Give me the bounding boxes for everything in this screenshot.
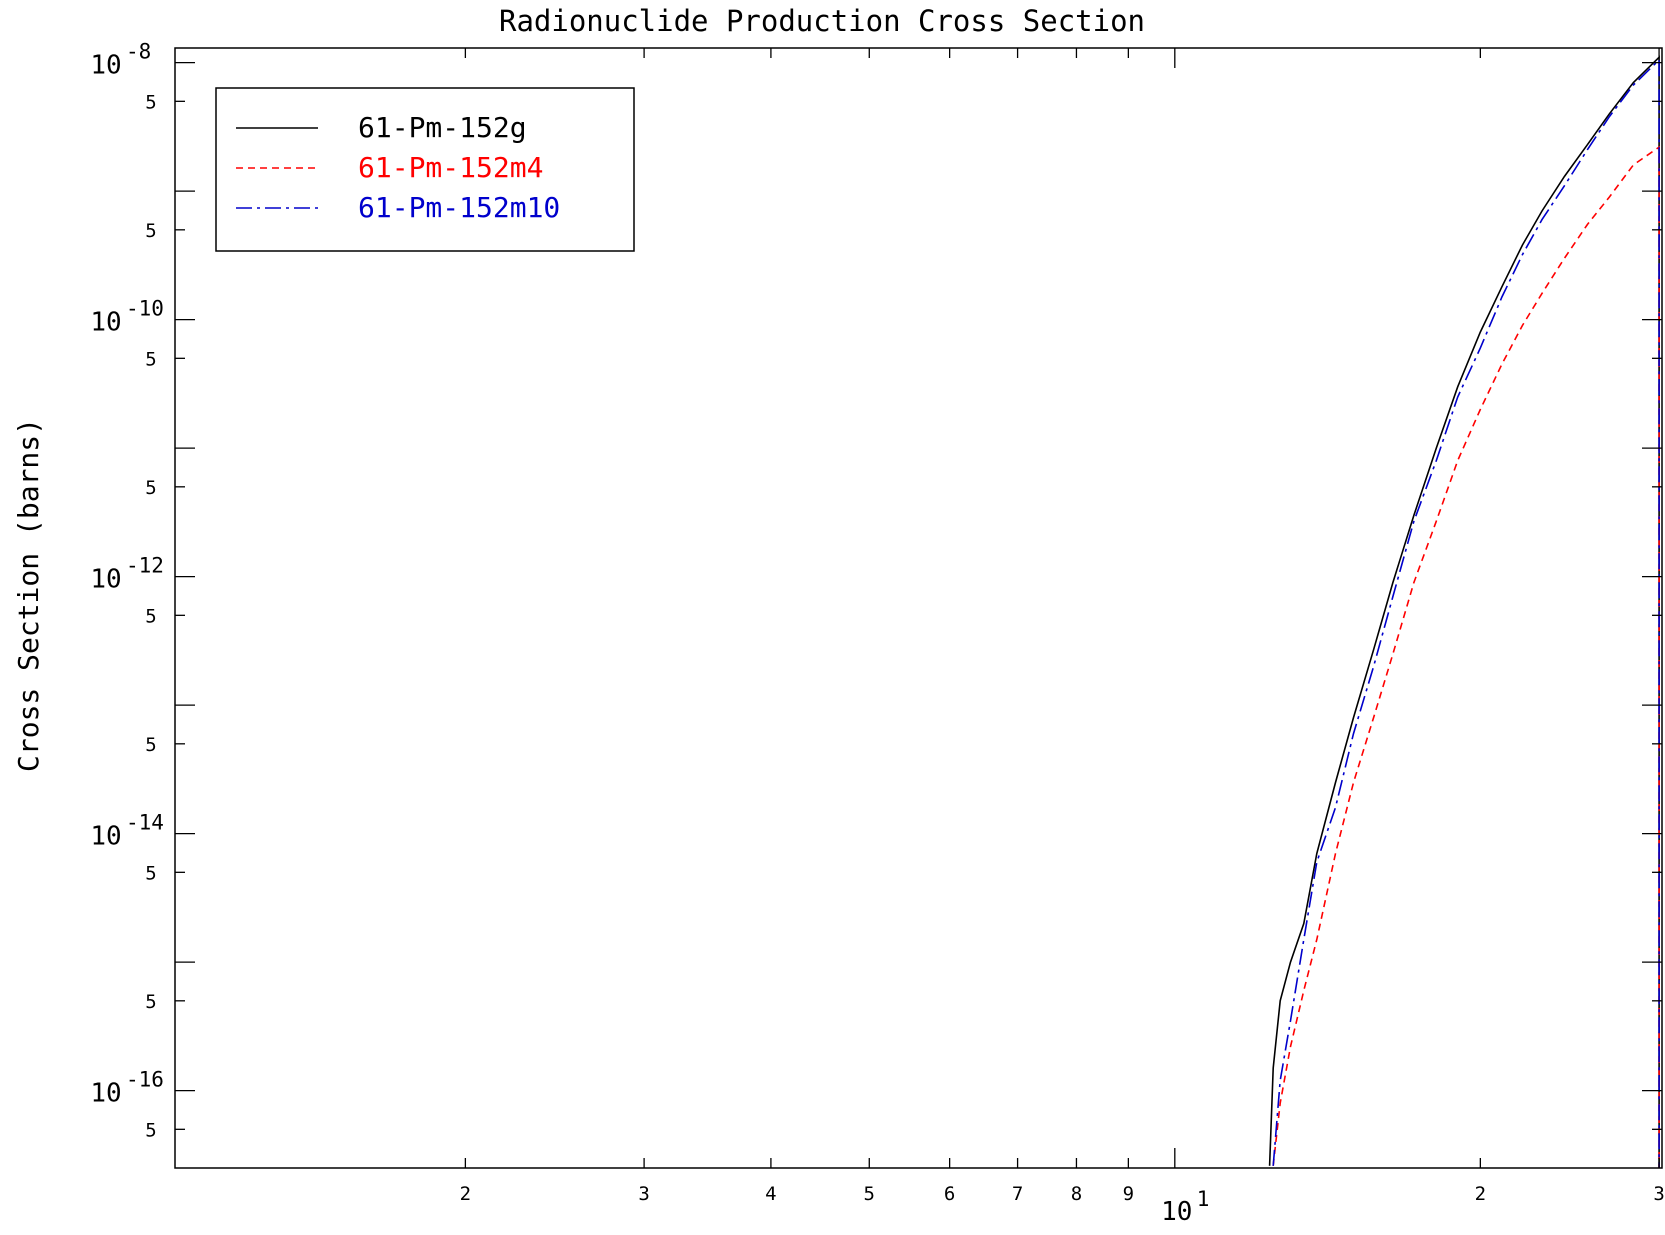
x-tick-label: 4 [765, 1183, 776, 1205]
x-tick-label: 8 [1071, 1183, 1082, 1205]
y-tick-label-minor: 5 [145, 1119, 156, 1141]
x-tick-label: 7 [1012, 1183, 1023, 1205]
chart-title: Radionuclide Production Cross Section [499, 4, 1145, 38]
x-tick-label: 2 [1475, 1183, 1486, 1205]
y-tick-label-minor: 5 [145, 91, 156, 113]
x-tick-label: 2 [460, 1183, 471, 1205]
y-axis-label: Cross Section (barns) [12, 418, 45, 772]
x-tick-label: 5 [864, 1183, 875, 1205]
y-tick-label-base: 10 [90, 308, 121, 338]
y-tick-label-minor: 5 [145, 220, 156, 242]
series-line-0 [1268, 55, 1660, 1168]
y-tick-label-minor: 5 [145, 605, 156, 627]
y-tick-label-minor: 5 [145, 862, 156, 884]
x-tick-label: 3 [1653, 1183, 1664, 1205]
y-tick-label-minor: 5 [145, 348, 156, 370]
legend-box [215, 87, 635, 252]
x-tick-label-base: 10 [1161, 1197, 1192, 1227]
series-layer [1268, 55, 1660, 1168]
series-line-2 [1272, 58, 1660, 1168]
y-tick-label-base: 10 [90, 565, 121, 595]
y-tick-label-minor: 5 [145, 991, 156, 1013]
series-line-1 [1272, 145, 1660, 1168]
y-tick-label-minor: 5 [145, 477, 156, 499]
y-tick-label-base: 10 [90, 1079, 121, 1109]
y-tick-label-minor: 5 [145, 734, 156, 756]
x-tick-label: 6 [944, 1183, 955, 1205]
x-tick-label: 9 [1123, 1183, 1134, 1205]
legend-label-2: 61-Pm-152m10 [358, 191, 560, 224]
y-tick-label-exp: -12 [126, 554, 164, 578]
plot-frame [174, 47, 1663, 1169]
legend-label-0: 61-Pm-152g [358, 111, 527, 144]
y-tick-label-exp: -8 [126, 40, 151, 64]
y-tick-label-base: 10 [90, 822, 121, 852]
x-tick-label-exp: 1 [1197, 1187, 1210, 1211]
y-tick-label-exp: -14 [126, 811, 164, 835]
legend-label-1: 61-Pm-152m4 [358, 151, 543, 184]
y-tick-label-exp: -10 [126, 297, 164, 321]
y-tick-label-base: 10 [90, 51, 121, 81]
y-tick-label-exp: -16 [126, 1068, 164, 1092]
x-tick-label: 3 [638, 1183, 649, 1205]
legend: 61-Pm-152g 61-Pm-152m4 61-Pm-152m10 [215, 87, 635, 252]
